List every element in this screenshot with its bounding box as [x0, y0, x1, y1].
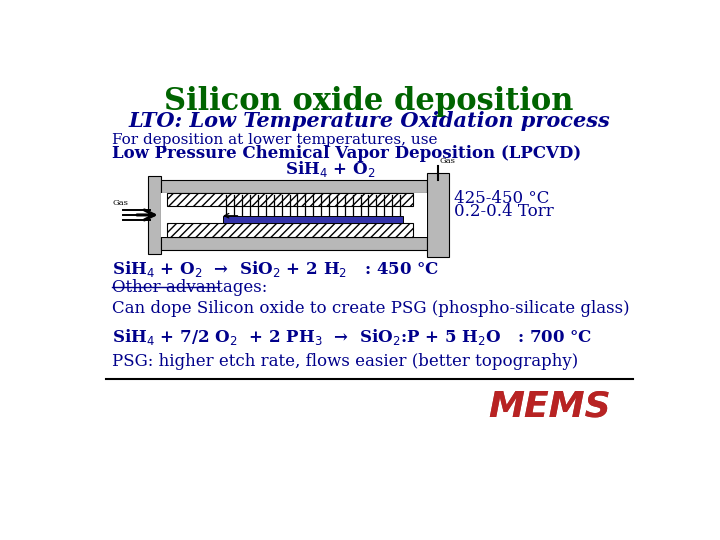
Text: Can dope Silicon oxide to create PSG (phospho-silicate glass): Can dope Silicon oxide to create PSG (ph… — [112, 300, 629, 318]
Text: 0.2-0.4 Torr: 0.2-0.4 Torr — [454, 204, 554, 220]
Bar — [161, 237, 427, 249]
Bar — [148, 176, 161, 254]
Text: Silicon oxide deposition: Silicon oxide deposition — [164, 86, 574, 117]
Text: Gas: Gas — [439, 157, 456, 165]
Bar — [167, 224, 413, 237]
Bar — [161, 193, 427, 237]
Text: LTO: Low Temperature Oxidation process: LTO: Low Temperature Oxidation process — [128, 111, 610, 131]
Text: For deposition at lower temperatures, use: For deposition at lower temperatures, us… — [112, 132, 437, 146]
Bar — [161, 180, 427, 193]
Text: Low Pressure Chemical Vapor Deposition (LPCVD): Low Pressure Chemical Vapor Deposition (… — [112, 145, 581, 162]
Bar — [167, 193, 413, 206]
Text: SiH$_4$ + 7/2 O$_2$  + 2 PH$_3$  →  SiO$_2$:P + 5 H$_2$O   : 700 °C: SiH$_4$ + 7/2 O$_2$ + 2 PH$_3$ → SiO$_2$… — [112, 327, 592, 347]
Text: MEMS: MEMS — [488, 390, 611, 424]
Text: SiH$_4$ + O$_2$  →  SiO$_2$ + 2 H$_2$   : 450 °C: SiH$_4$ + O$_2$ → SiO$_2$ + 2 H$_2$ : 45… — [112, 259, 439, 279]
Text: PSG: higher etch rate, flows easier (better topography): PSG: higher etch rate, flows easier (bet… — [112, 353, 578, 370]
Bar — [223, 217, 403, 224]
Text: SiH$_4$ + O$_2$: SiH$_4$ + O$_2$ — [285, 159, 376, 179]
Bar — [427, 173, 449, 257]
Text: Gas: Gas — [112, 199, 128, 207]
Text: Other advantages:: Other advantages: — [112, 279, 267, 296]
Text: MEMS: MEMS — [488, 390, 611, 424]
Text: 425-450 °C: 425-450 °C — [454, 190, 549, 206]
